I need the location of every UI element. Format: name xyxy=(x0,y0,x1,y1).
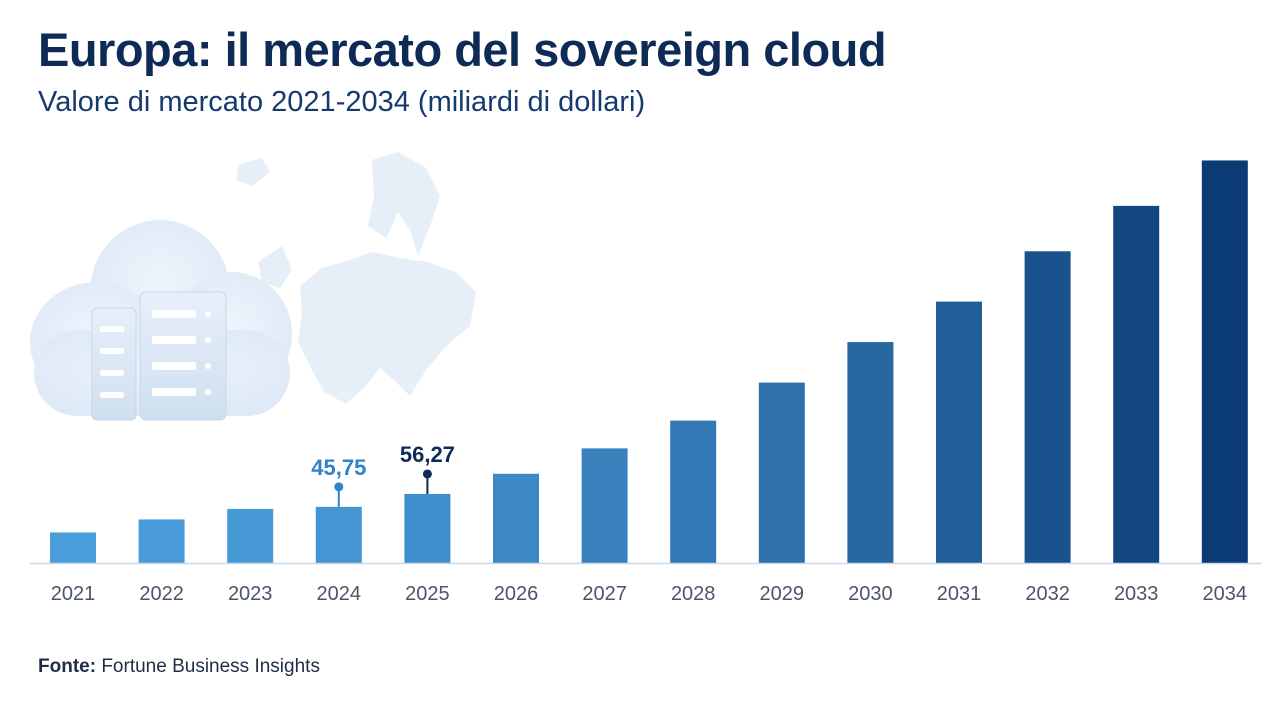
europe-map-illustration xyxy=(236,152,476,404)
x-tick-label-2031: 2031 xyxy=(937,583,982,605)
x-tick-label-2027: 2027 xyxy=(582,583,627,605)
source-text: Fortune Business Insights xyxy=(101,656,320,677)
x-tick-label-2034: 2034 xyxy=(1203,583,1248,605)
bars-group xyxy=(50,160,1248,564)
bar-2027 xyxy=(581,448,628,563)
bar-2022 xyxy=(138,519,185,563)
x-tick-label-2032: 2032 xyxy=(1025,583,1070,605)
x-tick-label-2029: 2029 xyxy=(760,583,805,605)
x-tick-label-2026: 2026 xyxy=(494,583,539,605)
bar-2023 xyxy=(227,508,274,563)
x-tick-label-2024: 2024 xyxy=(317,583,362,605)
x-tick-label-2028: 2028 xyxy=(671,583,716,605)
source-note: Fonte: Fortune Business Insights xyxy=(38,656,320,678)
chart-subtitle: Valore di mercato 2021-2034 (miliardi di… xyxy=(38,86,646,118)
bar-2026 xyxy=(493,473,539,563)
cloud-server-illustration xyxy=(30,220,292,421)
bar-2029 xyxy=(758,382,805,563)
bar-2021 xyxy=(50,532,96,563)
chart-title: Europa: il mercato del sovereign cloud xyxy=(38,23,887,76)
x-tick-label-2021: 2021 xyxy=(51,583,96,605)
x-tick-label-2025: 2025 xyxy=(405,583,450,605)
bar-2034 xyxy=(1201,160,1248,564)
source-label: Fonte: xyxy=(38,656,97,677)
bar-2033 xyxy=(1113,205,1160,563)
bar-2031 xyxy=(936,301,982,563)
value-callouts: 45,75 56,27 xyxy=(311,442,455,507)
server-rack-icon xyxy=(91,291,227,421)
x-tick-label-2033: 2033 xyxy=(1114,583,1159,605)
bar-2025 xyxy=(404,493,451,563)
bar-2028 xyxy=(670,420,717,563)
bar-2030 xyxy=(847,342,894,563)
data-label-2025: 56,27 xyxy=(400,442,455,467)
bar-2024 xyxy=(315,506,362,563)
data-label-2024: 45,75 xyxy=(311,455,366,480)
x-axis-tick-labels: 2021 2022 2023 2024 2025 2026 2027 2028 2029 2030… xyxy=(51,583,1247,605)
bar-2032 xyxy=(1024,251,1071,564)
callout-dot-2025 xyxy=(422,469,432,479)
callout-dot-2024 xyxy=(334,482,344,492)
x-tick-label-2022: 2022 xyxy=(139,583,184,605)
x-tick-label-2023: 2023 xyxy=(228,583,273,605)
x-tick-label-2030: 2030 xyxy=(848,583,893,605)
